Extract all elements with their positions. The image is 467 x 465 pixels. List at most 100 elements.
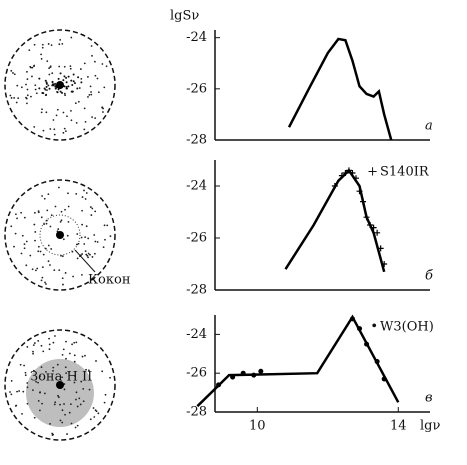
dust-dot: [96, 241, 99, 243]
y-tick-label: -28: [186, 283, 207, 298]
dust-dot: [75, 398, 77, 401]
dust-dot: [81, 273, 83, 276]
dust-dot: [41, 402, 43, 405]
dust-dot: [101, 370, 104, 373]
dust-dot: [88, 388, 91, 391]
dense-dot: [65, 86, 68, 89]
dense-dot: [44, 94, 47, 97]
dust-dot: [37, 210, 40, 213]
dust-dot: [34, 239, 36, 242]
dust-dot: [12, 72, 14, 74]
observed-point: [364, 341, 370, 347]
dust-dot: [15, 101, 18, 104]
panel-label: б: [425, 269, 433, 284]
dust-dot: [49, 422, 51, 425]
dust-dot: [48, 337, 50, 340]
dust-dot: [64, 208, 66, 211]
dust-dot: [76, 424, 79, 427]
observed-point: [230, 374, 236, 380]
observed-point: [381, 261, 388, 267]
observed-point: [377, 245, 384, 252]
dense-dot: [51, 84, 54, 87]
dust-dot: [31, 66, 34, 69]
dust-dot: [15, 213, 17, 216]
dense-dot: [67, 85, 70, 88]
dust-dot: [60, 219, 63, 222]
dust-dot: [14, 405, 17, 407]
dust-dot: [75, 341, 78, 344]
dust-dot: [52, 341, 55, 344]
dust-dot: [41, 108, 43, 111]
dust-dot: [34, 269, 37, 272]
panel-label: а: [425, 119, 433, 134]
dense-dot: [77, 76, 80, 79]
dust-dot: [21, 234, 24, 237]
dust-dot: [54, 335, 56, 337]
dense-dot: [59, 72, 62, 75]
dust-dot: [24, 374, 27, 377]
dust-dot: [33, 223, 36, 226]
dust-dot: [31, 268, 34, 271]
dust-dot: [83, 62, 86, 65]
dust-dot: [82, 387, 85, 390]
dust-dot: [18, 390, 21, 392]
dust-dot: [32, 350, 34, 353]
dense-dot: [38, 87, 41, 90]
dust-dot: [57, 396, 60, 399]
dust-dot: [25, 240, 28, 243]
dust-dot: [64, 94, 67, 97]
dust-dot: [91, 256, 94, 258]
dust-dot: [41, 43, 44, 46]
dust-dot: [39, 391, 41, 394]
dust-dot: [58, 43, 61, 46]
dense-dot: [65, 81, 68, 84]
dense-dot: [38, 77, 41, 80]
dust-dot: [59, 38, 62, 41]
dust-dot: [65, 357, 67, 360]
dust-dot: [31, 75, 33, 78]
dust-dot: [52, 369, 54, 372]
dense-dot: [42, 92, 45, 95]
dust-dot: [90, 93, 93, 96]
dust-dot: [80, 236, 83, 239]
dust-dot: [16, 84, 19, 87]
dust-dot: [37, 399, 40, 402]
y-tick-label: -24: [186, 327, 207, 342]
dust-dot: [64, 272, 67, 274]
dust-dot: [49, 264, 51, 266]
dust-dot: [109, 235, 112, 238]
dust-dot: [87, 76, 89, 78]
dust-dot: [57, 228, 60, 230]
dust-dot: [28, 49, 31, 52]
dense-dot: [76, 87, 79, 90]
dust-dot: [29, 254, 32, 257]
dust-dot: [59, 220, 62, 223]
dust-dot: [83, 243, 86, 245]
dust-dot: [10, 225, 13, 228]
dust-dot: [81, 209, 83, 212]
observed-point: [374, 229, 381, 236]
dense-dot: [45, 82, 48, 85]
dust-dot: [56, 363, 59, 366]
dust-dot: [32, 344, 35, 347]
dust-dot: [34, 88, 37, 91]
y-tick-label: -26: [186, 231, 207, 246]
dust-dot: [45, 219, 48, 222]
dense-dot: [70, 79, 73, 82]
dust-dot: [41, 195, 44, 197]
dust-dot: [39, 375, 41, 378]
model-curve: [287, 37, 393, 141]
dust-dot: [87, 256, 89, 259]
dust-dot: [33, 369, 35, 372]
dust-dot: [77, 242, 80, 245]
dust-dot: [84, 198, 87, 200]
observed-point: [357, 326, 363, 332]
dust-dot: [85, 192, 88, 194]
dust-dot: [26, 386, 29, 389]
dust-dot: [26, 94, 29, 97]
dust-dot: [69, 67, 72, 70]
dust-dot: [88, 93, 91, 96]
legend-label: W3(OH): [380, 320, 434, 335]
dust-dot: [48, 343, 51, 346]
dust-dot: [26, 70, 28, 73]
